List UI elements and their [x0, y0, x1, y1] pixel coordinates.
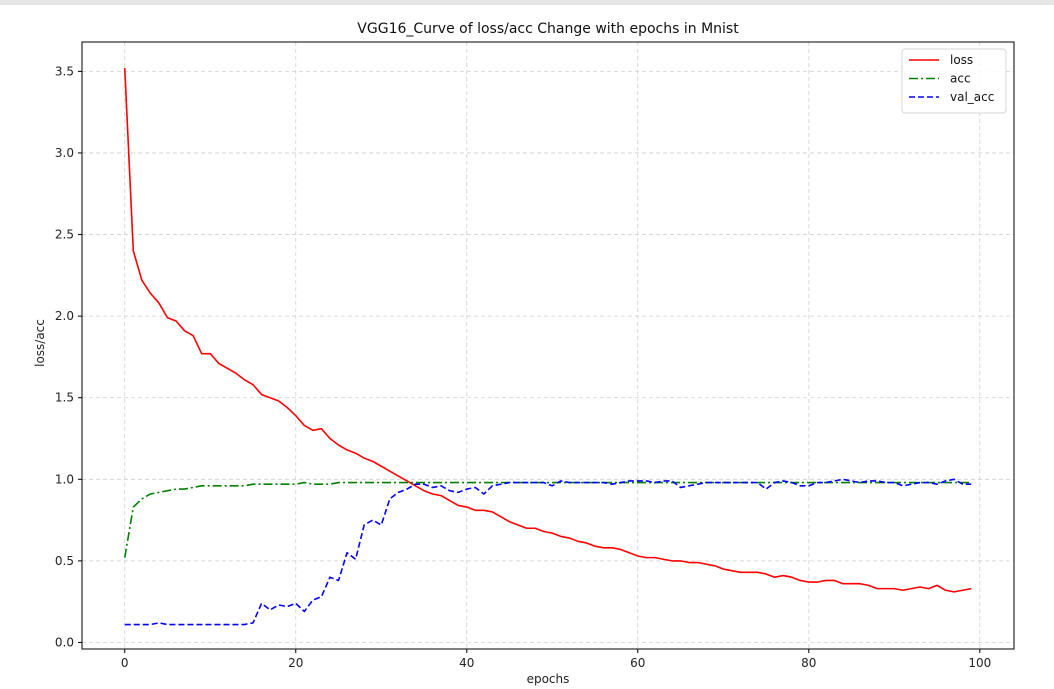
series-line-acc: [123, 481, 972, 558]
x-tick-label: 60: [630, 656, 645, 670]
y-tick-label: 0.0: [55, 635, 74, 649]
y-tick-label: 0.5: [55, 554, 74, 568]
y-tick-label: 2.5: [55, 228, 74, 242]
y-axis-label: loss/acc: [33, 319, 47, 367]
series-layer: [123, 68, 972, 626]
legend-label-loss: loss: [950, 53, 973, 67]
axis-ticks: 0 20 40 60 80 100 0.0 0.5 1.0 1.5 2.0 2.5 3.0 3.5: [55, 64, 991, 670]
x-axis-label: epochs: [527, 672, 570, 686]
series-line-val-acc: [124, 478, 972, 626]
plot-frame: [81, 41, 1015, 650]
y-tick-label: 3.0: [55, 146, 74, 160]
x-tick-label: 40: [459, 656, 474, 670]
top-rule: [0, 0, 1054, 5]
chart-title: VGG16_Curve of loss/acc Change with epoc…: [357, 21, 739, 37]
x-tick-label: 100: [968, 656, 991, 670]
legend-label-val-acc: val_acc: [950, 90, 994, 104]
y-tick-label: 2.0: [55, 309, 74, 323]
x-tick-label: 80: [801, 656, 816, 670]
y-tick-label: 3.5: [55, 64, 74, 78]
legend: loss acc val_acc: [901, 48, 1007, 114]
y-tick-label: 1.0: [55, 472, 74, 486]
y-tick-label: 1.5: [55, 391, 74, 405]
legend-label-acc: acc: [950, 72, 971, 86]
grid: [82, 42, 1014, 649]
x-tick-label: 0: [121, 656, 129, 670]
x-tick-label: 20: [288, 656, 303, 670]
series-line-loss: [123, 68, 972, 593]
